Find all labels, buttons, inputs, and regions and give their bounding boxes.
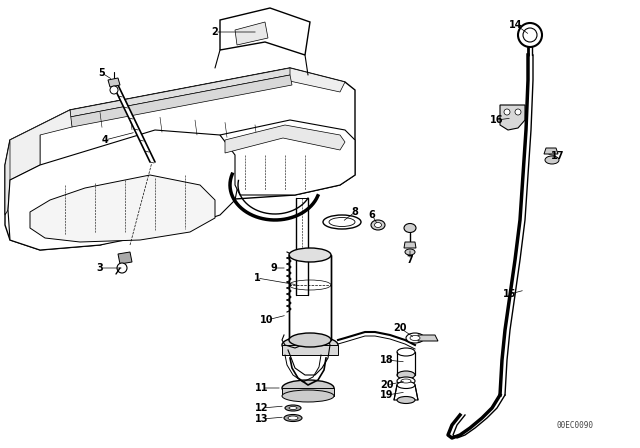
- Polygon shape: [30, 175, 215, 242]
- Ellipse shape: [371, 220, 385, 230]
- Polygon shape: [108, 78, 120, 87]
- Polygon shape: [8, 130, 240, 250]
- Ellipse shape: [406, 333, 424, 343]
- Polygon shape: [282, 335, 330, 375]
- Text: 00EC0090: 00EC0090: [557, 421, 593, 430]
- Text: 5: 5: [99, 68, 106, 78]
- Ellipse shape: [282, 390, 334, 402]
- Text: 10: 10: [260, 315, 274, 325]
- Text: 19: 19: [380, 390, 394, 400]
- Text: 20: 20: [393, 323, 407, 333]
- Ellipse shape: [410, 336, 420, 340]
- Circle shape: [515, 109, 521, 115]
- Text: 3: 3: [97, 263, 104, 273]
- Polygon shape: [404, 242, 416, 248]
- Ellipse shape: [404, 224, 416, 233]
- Ellipse shape: [397, 377, 415, 385]
- Polygon shape: [70, 75, 292, 127]
- Text: 13: 13: [255, 414, 269, 424]
- Ellipse shape: [401, 379, 411, 383]
- Text: 4: 4: [102, 135, 108, 145]
- Ellipse shape: [289, 406, 297, 409]
- Polygon shape: [5, 68, 355, 250]
- Polygon shape: [70, 68, 290, 117]
- Polygon shape: [220, 8, 310, 55]
- Text: 20: 20: [380, 380, 394, 390]
- Ellipse shape: [282, 380, 334, 396]
- Ellipse shape: [397, 371, 415, 379]
- Polygon shape: [394, 385, 418, 400]
- Circle shape: [504, 109, 510, 115]
- Text: 11: 11: [255, 383, 269, 393]
- Polygon shape: [10, 68, 345, 148]
- Polygon shape: [397, 352, 415, 375]
- Text: 6: 6: [369, 210, 376, 220]
- Ellipse shape: [374, 223, 381, 228]
- Text: 15: 15: [503, 289, 516, 299]
- Text: 7: 7: [406, 255, 413, 265]
- Ellipse shape: [289, 248, 331, 262]
- Polygon shape: [235, 22, 268, 45]
- Polygon shape: [5, 135, 40, 215]
- Ellipse shape: [397, 348, 415, 356]
- Text: 9: 9: [271, 263, 277, 273]
- Circle shape: [518, 23, 542, 47]
- Ellipse shape: [285, 405, 301, 411]
- Ellipse shape: [397, 382, 415, 388]
- Text: 2: 2: [212, 27, 218, 37]
- Ellipse shape: [282, 336, 338, 354]
- Text: 17: 17: [551, 151, 564, 161]
- Circle shape: [523, 28, 537, 42]
- Text: 16: 16: [490, 115, 504, 125]
- Ellipse shape: [545, 156, 559, 164]
- Polygon shape: [418, 335, 438, 341]
- Ellipse shape: [405, 249, 415, 255]
- Ellipse shape: [289, 333, 331, 347]
- Ellipse shape: [284, 414, 302, 422]
- Text: 1: 1: [253, 273, 260, 283]
- Polygon shape: [220, 120, 355, 195]
- Ellipse shape: [323, 215, 361, 229]
- Text: 14: 14: [509, 20, 523, 30]
- Polygon shape: [225, 125, 345, 153]
- Ellipse shape: [329, 217, 355, 227]
- Circle shape: [117, 263, 127, 273]
- Ellipse shape: [397, 396, 415, 404]
- Polygon shape: [282, 388, 334, 396]
- Text: 18: 18: [380, 355, 394, 365]
- Text: 8: 8: [351, 207, 358, 217]
- Ellipse shape: [288, 416, 298, 420]
- Polygon shape: [544, 148, 558, 154]
- Polygon shape: [289, 255, 331, 340]
- Text: 12: 12: [255, 403, 269, 413]
- Circle shape: [110, 86, 118, 94]
- Polygon shape: [500, 105, 525, 130]
- Polygon shape: [118, 252, 132, 264]
- Polygon shape: [282, 345, 338, 355]
- Polygon shape: [10, 110, 72, 180]
